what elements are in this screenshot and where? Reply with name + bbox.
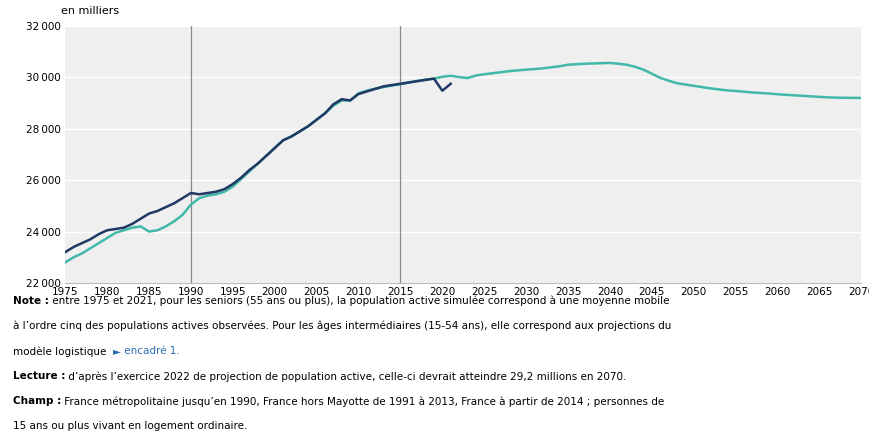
Text: d’après l’exercice 2022 de projection de population active, celle-ci devrait att: d’après l’exercice 2022 de projection de… bbox=[65, 371, 626, 381]
Text: à l’ordre cinq des populations actives observées. Pour les âges intermédiaires (: à l’ordre cinq des populations actives o… bbox=[13, 321, 671, 331]
Text: 15 ans ou plus vivant en logement ordinaire.: 15 ans ou plus vivant en logement ordina… bbox=[13, 421, 247, 431]
Text: ►: ► bbox=[113, 346, 121, 356]
Text: entre 1975 et 2021, pour les seniors (55 ans ou plus), la population active simu: entre 1975 et 2021, pour les seniors (55… bbox=[49, 296, 668, 306]
Text: Champ :: Champ : bbox=[13, 396, 61, 406]
Text: encadré 1.: encadré 1. bbox=[121, 346, 180, 356]
Text: France métropolitaine jusqu’en 1990, France hors Mayotte de 1991 à 2013, France : France métropolitaine jusqu’en 1990, Fra… bbox=[61, 396, 664, 407]
Text: Lecture :: Lecture : bbox=[13, 371, 65, 381]
Text: en milliers: en milliers bbox=[61, 6, 119, 16]
Text: modèle logistique: modèle logistique bbox=[13, 346, 113, 356]
Text: Note :: Note : bbox=[13, 296, 49, 306]
